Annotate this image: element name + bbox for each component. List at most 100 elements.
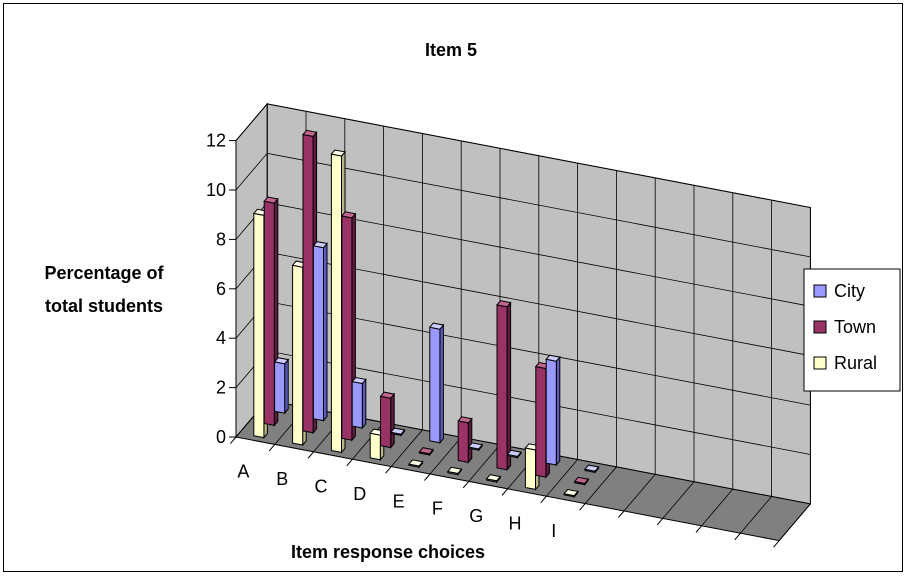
x-tick-mark <box>307 451 314 459</box>
x-tick-label: C <box>315 477 328 497</box>
x-tick-mark <box>268 444 276 452</box>
bar-side <box>467 417 473 464</box>
floor-gridline <box>468 444 501 482</box>
y-axis-label-line-2: total students <box>45 296 163 316</box>
bar-city-E <box>428 322 445 445</box>
bar-front <box>496 304 508 471</box>
bar-side <box>506 301 512 472</box>
chart-title: Item 5 <box>425 40 477 60</box>
floor-gridline <box>623 474 656 512</box>
bar-city-B <box>312 241 328 422</box>
x-tick-label: E <box>393 491 405 511</box>
bar-front <box>292 264 304 446</box>
floor-gridline <box>429 437 462 475</box>
floor-gridline <box>352 422 384 460</box>
bar-front <box>330 153 342 454</box>
legend-label-city: City <box>834 281 865 301</box>
bar-front <box>524 447 536 491</box>
floor-gridline <box>740 496 772 534</box>
y-tick-label: 6 <box>216 279 226 299</box>
x-tick-mark <box>501 488 508 496</box>
bar-top <box>545 354 561 362</box>
bar-front <box>457 420 469 464</box>
y-tick-label: 4 <box>216 328 226 348</box>
x-tick-mark <box>230 436 237 444</box>
x-tick-label: D <box>353 484 366 504</box>
bar-city-G <box>506 449 522 459</box>
plot-area: 0 2 4 6 8 10 12 A B C D E F G H I <box>206 102 812 548</box>
bar-side <box>390 392 395 449</box>
y-tick-label: 8 <box>216 229 226 249</box>
bar-front <box>351 380 363 429</box>
x-tick-label: A <box>237 462 249 482</box>
floor-gridline <box>584 466 617 504</box>
floor-gridline <box>390 429 423 467</box>
x-tick-mark <box>346 458 353 467</box>
bar-front <box>341 215 353 441</box>
legend-label-rural: Rural <box>834 353 877 373</box>
bar-top <box>312 241 328 249</box>
bar-rural-I <box>563 488 579 499</box>
legend-swatch-rural <box>813 356 827 370</box>
legend-swatch-city <box>813 284 827 298</box>
gridline-h <box>235 103 811 208</box>
legend: City Town Rural <box>803 268 901 392</box>
bar-top <box>263 196 279 204</box>
y-tick-label: 10 <box>206 180 226 200</box>
bar-city-H <box>545 354 561 467</box>
legend-label-town: Town <box>834 317 876 337</box>
bar-top <box>302 129 318 137</box>
bar-front <box>429 326 441 444</box>
bar-top <box>351 376 367 385</box>
bar-town-F <box>457 416 473 464</box>
x-tick-label: I <box>551 521 556 541</box>
x-tick-mark <box>462 481 470 489</box>
x-tick-label: H <box>509 514 522 534</box>
bar-side <box>323 242 328 422</box>
y-axis-label-line-1: Percentage of <box>44 263 164 283</box>
y-tick-label: 0 <box>216 427 226 447</box>
bar-side <box>439 323 444 445</box>
x-tick-label: F <box>432 499 443 519</box>
floor-gridline <box>701 488 734 527</box>
bar-front <box>380 395 392 449</box>
bar-top <box>418 447 434 455</box>
x-tick-mark <box>540 495 547 504</box>
bar-town-I <box>573 476 590 486</box>
bar-top <box>506 449 522 457</box>
floor-gridline <box>546 459 578 497</box>
bar-front <box>535 365 547 478</box>
bar-top <box>457 416 473 424</box>
x-tick-label: G <box>469 506 483 526</box>
bar-top <box>446 466 463 474</box>
y-tick-label: 2 <box>216 378 226 398</box>
x-tick-mark <box>579 503 586 511</box>
bar-top <box>496 300 512 308</box>
bar-front <box>369 432 381 461</box>
x-tick-mark <box>656 518 664 526</box>
bar-rural-F <box>446 466 463 476</box>
bar-town-D <box>379 391 396 449</box>
bar-side <box>284 358 289 415</box>
x-tick-mark <box>773 540 780 548</box>
bar-side <box>555 355 561 467</box>
bar-town-G <box>496 300 512 472</box>
x-tick-mark <box>424 473 431 481</box>
bar-top <box>379 391 396 399</box>
bar-city-D <box>390 427 406 437</box>
bar-city-I <box>584 464 600 474</box>
bar-front <box>274 361 286 414</box>
bar-top <box>340 211 357 219</box>
bar-top <box>573 476 590 484</box>
bar-top <box>467 442 484 450</box>
bar-front <box>302 133 314 434</box>
bar-side <box>361 378 367 430</box>
x-tick-mark <box>695 525 702 533</box>
bar-top <box>273 357 290 365</box>
bar-top <box>584 464 600 472</box>
bar-city-C <box>351 376 367 430</box>
x-axis-label: Item response choices <box>291 542 485 562</box>
bar-top <box>563 488 579 497</box>
bar-top <box>390 427 406 435</box>
